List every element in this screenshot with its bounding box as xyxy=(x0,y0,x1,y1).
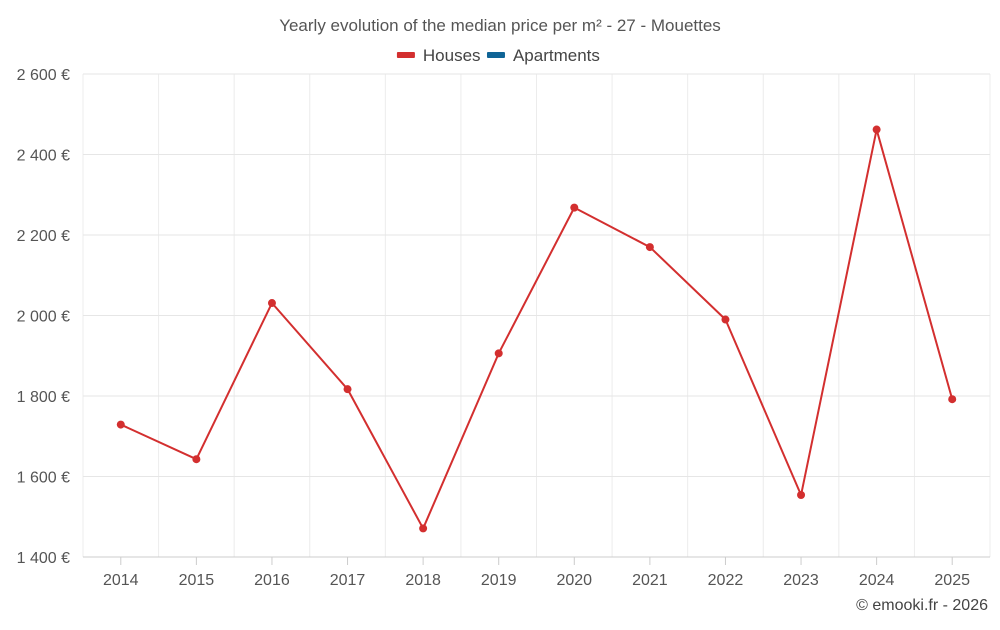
x-tick-label: 2020 xyxy=(556,572,592,589)
data-point xyxy=(267,299,276,308)
x-tick-label: 2014 xyxy=(103,572,139,589)
data-point xyxy=(494,349,503,358)
credit-text: © emooki.fr - 2026 xyxy=(856,597,988,614)
x-tick-label: 2019 xyxy=(481,572,517,589)
y-tick-label: 2 600 € xyxy=(17,67,70,84)
x-tick-label: 2025 xyxy=(934,572,970,589)
legend-label-houses: Houses xyxy=(423,46,481,65)
grid xyxy=(82,73,991,558)
data-point xyxy=(721,315,730,324)
y-tick-label: 2 000 € xyxy=(17,309,70,326)
series-line-houses xyxy=(120,128,954,530)
y-tick-label: 1 400 € xyxy=(17,550,70,567)
data-point xyxy=(948,395,957,404)
data-point xyxy=(343,385,352,394)
data-point xyxy=(419,524,428,533)
legend: Houses Apartments xyxy=(396,46,600,65)
y-tick-label: 1 600 € xyxy=(17,470,70,487)
legend-swatch-houses xyxy=(396,52,415,58)
y-tick-label: 1 800 € xyxy=(17,389,70,406)
x-tick-label: 2015 xyxy=(179,572,215,589)
y-tick-label: 2 200 € xyxy=(17,228,70,245)
x-tick-label: 2017 xyxy=(330,572,366,589)
legend-label-apartments: Apartments xyxy=(513,46,600,65)
x-tick-label: 2016 xyxy=(254,572,290,589)
data-point xyxy=(872,125,881,134)
chart-title: Yearly evolution of the median price per… xyxy=(279,16,721,35)
x-tick-label: 2021 xyxy=(632,572,668,589)
x-tick-label: 2018 xyxy=(405,572,441,589)
x-tick-label: 2022 xyxy=(708,572,744,589)
data-point xyxy=(797,491,806,500)
data-point xyxy=(570,203,579,212)
data-point xyxy=(645,243,654,252)
legend-swatch-apartments xyxy=(486,52,505,58)
y-tick-label: 2 400 € xyxy=(17,148,70,165)
x-tick-label: 2023 xyxy=(783,572,819,589)
series-layer xyxy=(116,125,957,533)
x-tick-label: 2024 xyxy=(859,572,895,589)
data-point xyxy=(192,455,201,464)
data-point xyxy=(116,420,125,429)
axes: 1 400 € 1 600 € 1 800 € 2 000 € 2 200 € 2 400… xyxy=(17,67,970,589)
